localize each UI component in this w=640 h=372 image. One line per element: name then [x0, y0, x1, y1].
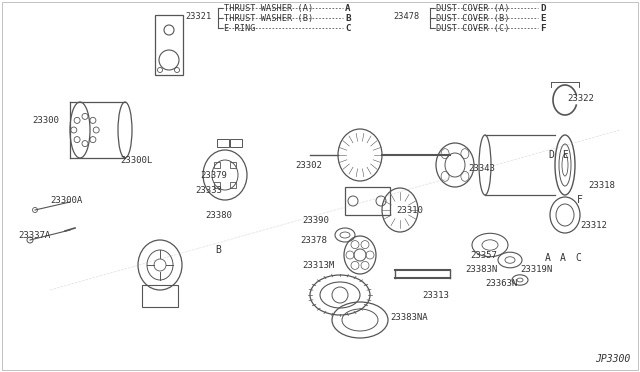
Text: 23318: 23318 — [588, 180, 615, 189]
Text: 23312: 23312 — [580, 221, 607, 230]
Text: 23313M: 23313M — [302, 260, 334, 269]
Text: 23302: 23302 — [295, 160, 322, 170]
Text: C: C — [345, 23, 351, 32]
Text: 23478: 23478 — [394, 12, 420, 20]
Text: DUST COVER (A): DUST COVER (A) — [436, 3, 509, 13]
Bar — [155, 15, 183, 75]
Text: 23300A: 23300A — [50, 196, 83, 205]
Text: A: A — [345, 3, 351, 13]
Text: 23322: 23322 — [567, 93, 594, 103]
Text: F: F — [540, 23, 546, 32]
Bar — [230, 162, 237, 168]
Text: 23383N: 23383N — [465, 266, 497, 275]
Text: D: D — [548, 150, 554, 160]
Text: 23379: 23379 — [200, 170, 227, 180]
Bar — [345, 187, 390, 215]
Text: 23363N: 23363N — [485, 279, 517, 288]
Text: 23333: 23333 — [195, 186, 222, 195]
Text: C: C — [575, 253, 581, 263]
Text: D: D — [540, 3, 546, 13]
Text: A: A — [560, 253, 566, 263]
Text: A: A — [545, 253, 551, 263]
Bar — [214, 182, 220, 188]
Bar — [142, 285, 178, 307]
Text: 23378: 23378 — [300, 235, 327, 244]
Text: E: E — [540, 13, 546, 22]
Text: THRUST WASHER (B): THRUST WASHER (B) — [224, 13, 313, 22]
Text: 23383NA: 23383NA — [390, 314, 428, 323]
Text: DUST COVER (B): DUST COVER (B) — [436, 13, 509, 22]
Text: JP3300: JP3300 — [595, 354, 630, 364]
Bar — [230, 182, 237, 188]
Text: E: E — [562, 150, 568, 160]
Bar — [214, 162, 220, 168]
Text: 23337A: 23337A — [18, 231, 51, 240]
Text: 23357: 23357 — [470, 250, 497, 260]
Text: 23380: 23380 — [205, 211, 232, 219]
Text: 23343: 23343 — [468, 164, 495, 173]
Text: 23300: 23300 — [32, 115, 59, 125]
Text: THRUST WASHER (A): THRUST WASHER (A) — [224, 3, 313, 13]
Text: 23313: 23313 — [422, 291, 449, 299]
Text: 23319N: 23319N — [520, 266, 552, 275]
Text: F: F — [577, 195, 583, 205]
Bar — [217, 139, 229, 147]
Text: 23310: 23310 — [397, 205, 424, 215]
Text: 23390: 23390 — [302, 215, 329, 224]
Text: E RING: E RING — [224, 23, 255, 32]
Bar — [230, 139, 242, 147]
Text: 23300L: 23300L — [120, 155, 152, 164]
Text: 23321: 23321 — [186, 12, 212, 20]
Text: B: B — [215, 245, 221, 255]
Text: B: B — [345, 13, 351, 22]
Text: DUST COVER (C): DUST COVER (C) — [436, 23, 509, 32]
